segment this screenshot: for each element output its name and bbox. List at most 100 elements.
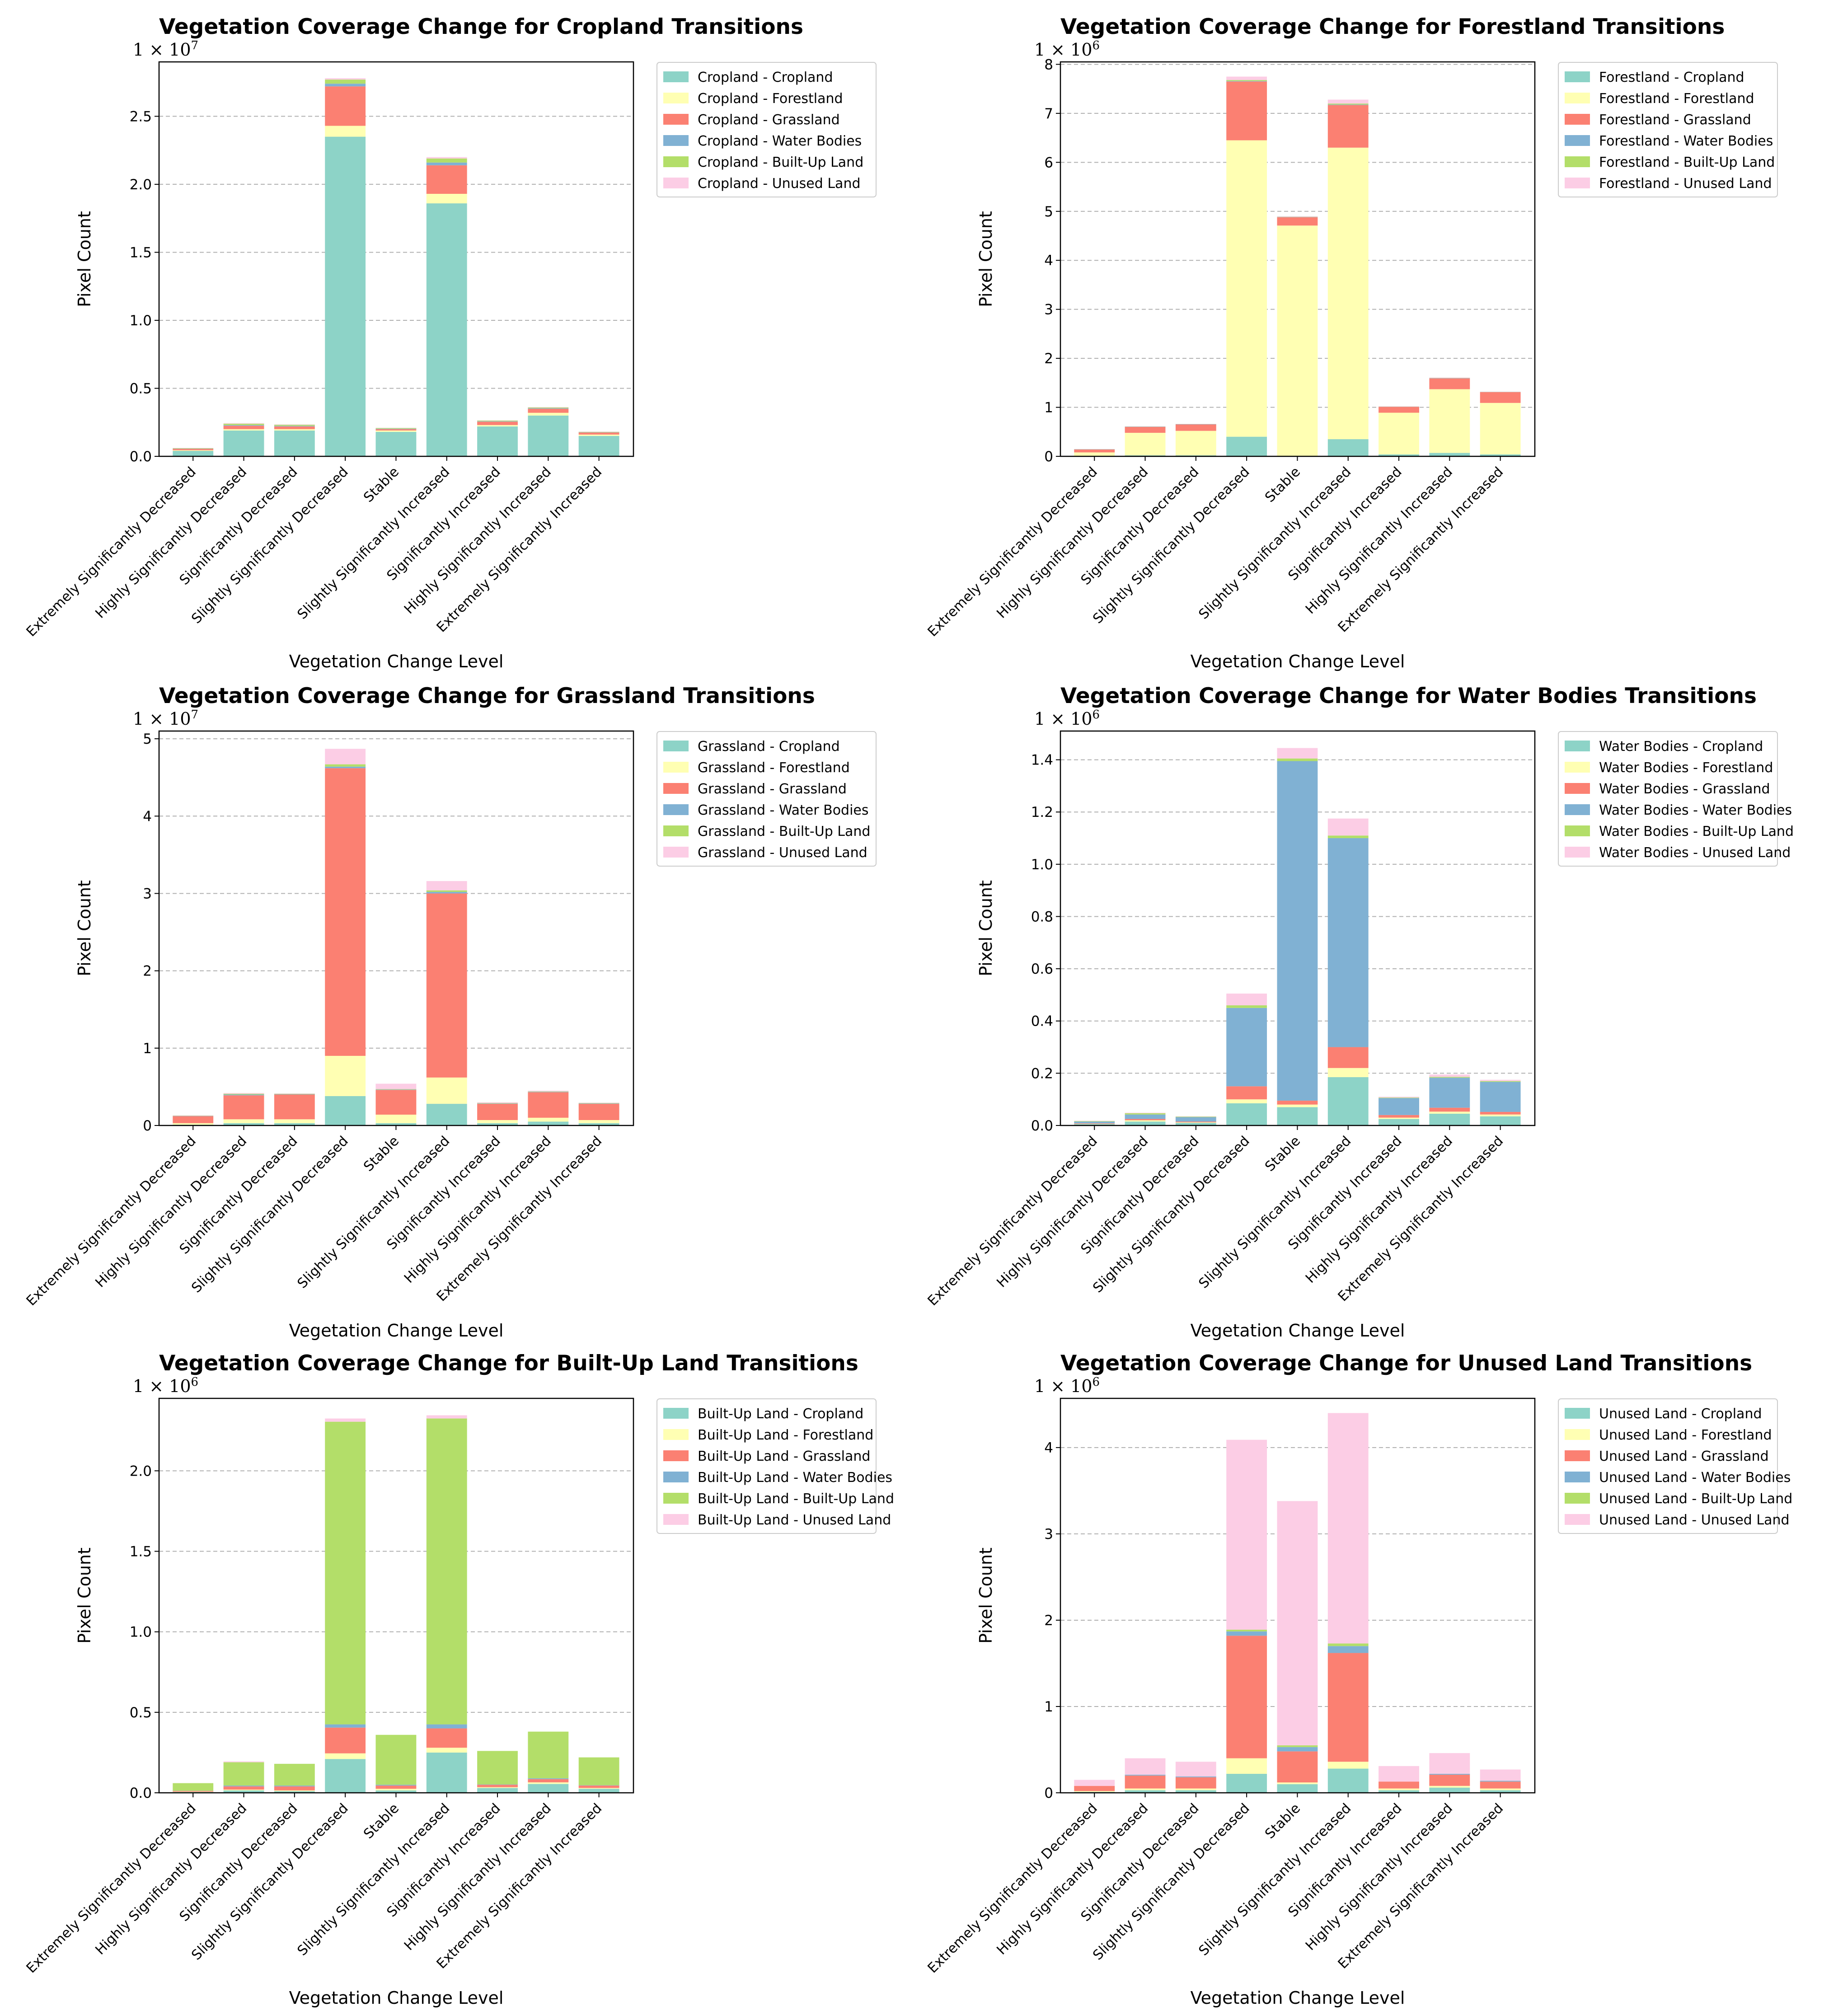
- bar-segment: [223, 429, 264, 431]
- bar-segment: [325, 768, 366, 1056]
- legend-swatch: [1565, 156, 1590, 167]
- legend-label: Water Bodies - Built-Up Land: [1599, 824, 1794, 839]
- y-axis: 0 1 2 3 4 5: [143, 731, 159, 1134]
- bar-segment: [578, 431, 619, 432]
- y-scale-multiplier: 1 × 107: [133, 708, 198, 729]
- bar-segment: [578, 1785, 619, 1786]
- bar-segment: [223, 1786, 264, 1790]
- legend: Built-Up Land - Cropland Built-Up Land - …: [656, 1398, 894, 1534]
- legend-swatch: [663, 156, 689, 167]
- legend-label: Cropland - Water Bodies: [698, 133, 862, 149]
- bar-segment: [223, 1094, 264, 1096]
- x-axis-label: Vegetation Change Level: [289, 1321, 504, 1341]
- bar-segment: [477, 1785, 518, 1787]
- y-tick-label: 1: [1044, 1699, 1053, 1715]
- legend-swatch: [663, 1429, 689, 1440]
- bar-segment: [528, 1782, 569, 1784]
- bar-segment: [1074, 449, 1115, 453]
- bar-segment: [1074, 1124, 1115, 1125]
- bar-segment: [477, 1123, 518, 1125]
- bar-segment: [477, 426, 518, 456]
- y-tick-label: 0.6: [1031, 961, 1053, 977]
- legend-label: Forestland - Unused Land: [1599, 176, 1772, 192]
- bar-segment: [274, 429, 315, 431]
- legend-swatch: [1565, 804, 1590, 815]
- legend-label: Unused Land - Cropland: [1599, 1406, 1762, 1422]
- bar-segment: [1429, 1074, 1470, 1077]
- legend-label: Forestland - Grassland: [1599, 112, 1751, 128]
- gridlines: [159, 116, 633, 389]
- legend-swatch: [1565, 135, 1590, 146]
- y-tick-label: 1.0: [130, 1624, 152, 1641]
- bar-segment: [223, 1789, 264, 1791]
- bar-segment: [426, 881, 467, 891]
- legend-label: Cropland - Unused Land: [698, 176, 861, 192]
- legend-box: [656, 1398, 877, 1534]
- bar-segment: [274, 1094, 315, 1095]
- legend-label: Built-Up Land - Cropland: [698, 1406, 863, 1422]
- bar-segment: [1074, 1791, 1115, 1792]
- bar-segment: [1327, 1047, 1369, 1068]
- y-tick-label: 0.5: [130, 1705, 152, 1721]
- legend-label: Unused Land - Forestland: [1599, 1427, 1772, 1443]
- bar-segment: [528, 1117, 569, 1122]
- legend-label: Water Bodies - Cropland: [1599, 739, 1763, 755]
- x-tick-label: Stable: [361, 1133, 402, 1175]
- bar-segment: [1175, 1122, 1216, 1123]
- bar-segment: [173, 1791, 214, 1792]
- legend-label: Forestland - Water Bodies: [1599, 133, 1773, 149]
- bar-segment: [1277, 758, 1318, 761]
- y-tick-label: 2: [143, 963, 152, 980]
- bar-segment: [1277, 1745, 1318, 1747]
- x-axis-label: Vegetation Change Level: [1191, 1988, 1405, 2008]
- bar-segment: [477, 1784, 518, 1785]
- bar-segment: [1379, 1115, 1419, 1118]
- legend: Water Bodies - Cropland Water Bodies - Fo…: [1558, 731, 1794, 867]
- bar-segment: [1074, 1786, 1115, 1791]
- legend-swatch: [1565, 741, 1590, 751]
- legend-swatch: [1565, 1514, 1590, 1525]
- bar-segment: [1125, 432, 1166, 455]
- gridlines: [159, 1470, 633, 1713]
- bar-segment: [477, 421, 518, 422]
- bar-segment: [1277, 217, 1318, 226]
- bar-segment: [375, 1090, 417, 1115]
- bar-segment: [1379, 1097, 1419, 1098]
- bar-segment: [1277, 1751, 1318, 1783]
- bar-segment: [1226, 1773, 1267, 1793]
- y-axis: 0 1 2 3 4 5 6 7 8: [1044, 56, 1060, 465]
- bar-segment: [426, 165, 467, 194]
- bar-segment: [274, 1763, 315, 1786]
- legend-label: Grassland - Cropland: [698, 739, 840, 755]
- legend-label: Built-Up Land - Built-Up Land: [698, 1491, 894, 1507]
- bar-segment: [274, 1123, 315, 1125]
- bar-segment: [1277, 1101, 1318, 1105]
- x-axis-label: Vegetation Change Level: [1191, 652, 1405, 671]
- y-tick-label: 2.5: [130, 108, 152, 125]
- bar-segment: [1327, 835, 1369, 839]
- legend-swatch: [663, 762, 689, 773]
- bar-segment: [426, 194, 467, 204]
- bar-segment: [1379, 413, 1419, 455]
- legend-swatch: [663, 71, 689, 82]
- bar-segment: [1226, 1008, 1267, 1087]
- bar-segment: [223, 1790, 264, 1793]
- bar-segment: [1429, 378, 1470, 389]
- legend-label: Grassland - Water Bodies: [698, 802, 869, 818]
- bars: [1074, 748, 1521, 1125]
- bar-segment: [1379, 407, 1419, 413]
- bar-segment: [1175, 1117, 1216, 1122]
- legend-label: Cropland - Forestland: [698, 91, 843, 107]
- bar-segment: [426, 890, 467, 892]
- bar-segment: [274, 430, 315, 456]
- y-tick-label: 3: [1044, 1526, 1053, 1542]
- bar-segment: [1327, 103, 1369, 105]
- bar-segment: [1175, 431, 1216, 455]
- bar-segment: [1277, 1747, 1318, 1752]
- chart-panel-2: Vegetation Coverage Change for Forestlan…: [925, 14, 1778, 671]
- bar-segment: [1480, 392, 1521, 403]
- bar-segment: [1226, 140, 1267, 437]
- x-tick-label: Stable: [1262, 1800, 1304, 1842]
- legend-box: [656, 62, 877, 197]
- chart-title: Vegetation Coverage Change for Grassland…: [159, 684, 815, 708]
